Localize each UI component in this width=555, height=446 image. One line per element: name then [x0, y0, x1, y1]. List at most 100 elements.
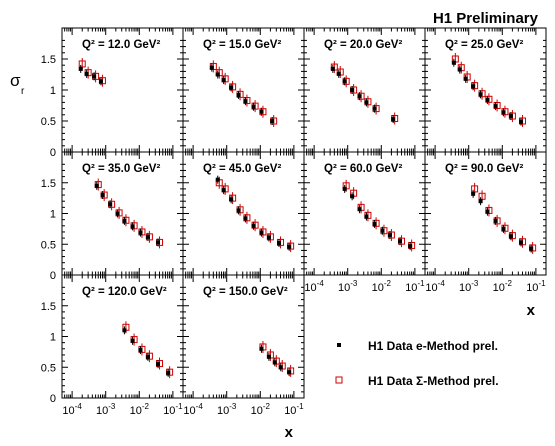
q2-label: Q² = 12.0 GeV²	[82, 39, 160, 51]
panel: 0 0.5 1 1.5 Q² = 35.0 GeV²	[41, 151, 184, 282]
x-tick-label: 10-1	[284, 402, 304, 417]
e-method-point	[138, 230, 143, 235]
e-method-point	[330, 66, 335, 71]
e-method-point	[350, 194, 355, 199]
x-tick-label: 10-2	[493, 279, 513, 294]
e-method-point	[372, 106, 377, 111]
e-method-point	[519, 119, 524, 124]
x-tick-label: 10-3	[217, 402, 237, 417]
e-method-point	[277, 241, 282, 246]
y-axis-label-sub: r	[21, 86, 25, 97]
e-method-point	[357, 94, 362, 99]
e-method-point	[243, 216, 248, 221]
y-tick-label: 0.5	[41, 239, 56, 251]
y-tick-label: 0.5	[41, 362, 56, 374]
y-tick-label: 0	[50, 270, 56, 282]
q2-label: Q² = 120.0 GeV²	[82, 286, 167, 298]
e-method-point	[266, 354, 271, 359]
e-method-point	[387, 233, 392, 238]
x-tick-exponent: -4	[438, 279, 446, 288]
e-method-point	[501, 110, 506, 115]
panels-grid: 0 0.5 1 1.5 Q² = 12.0 GeV² Q² = 15.0 GeV² Q² =…	[41, 27, 547, 417]
q2-label: Q² = 60.0 GeV²	[324, 163, 402, 175]
x-tick-label: 10-2	[130, 402, 150, 417]
e-method-point	[145, 354, 150, 359]
e-method-point	[98, 79, 103, 84]
x-tick-label: 10-4	[425, 279, 445, 294]
e-method-point	[336, 71, 341, 76]
e-method-point	[342, 186, 347, 191]
e-method-point	[478, 199, 483, 204]
x-axis-label-bottom: x	[285, 424, 294, 441]
x-tick-label: 10-2	[251, 402, 271, 417]
e-method-point	[519, 240, 524, 245]
e-method-point	[122, 218, 127, 223]
y-tick-label: 1.5	[41, 301, 56, 313]
e-method-point	[130, 338, 135, 343]
panel: 10-4 10-3 10-2 10-1 Q² = 90.0 GeV²	[424, 151, 547, 294]
e-method-point	[84, 71, 89, 76]
legend-label-e-method: H1 Data e-Method prel.	[368, 339, 498, 353]
x-tick-exponent: -4	[75, 402, 83, 411]
q2-label: Q² = 15.0 GeV²	[203, 39, 281, 51]
x-tick-label: 10-3	[459, 279, 479, 294]
q2-label: Q² = 45.0 GeV²	[203, 163, 281, 175]
e-method-point	[229, 197, 234, 202]
e-method-point	[463, 76, 468, 81]
x-tick-label: 10-4	[304, 279, 324, 294]
y-tick-label: 1	[50, 209, 56, 221]
e-method-point	[259, 230, 264, 235]
e-method-point	[166, 370, 171, 375]
y-tick-label: 1	[50, 85, 56, 97]
y-tick-label: 0	[50, 393, 56, 405]
e-method-point	[259, 346, 264, 351]
e-method-point	[272, 360, 277, 365]
x-tick-label: 10-1	[526, 279, 546, 294]
e-method-point	[471, 84, 476, 89]
e-method-point	[493, 218, 498, 223]
legend-marker-e-method	[337, 343, 341, 347]
e-method-point	[209, 65, 214, 70]
x-tick-label: 10-4	[183, 402, 203, 417]
q2-label: Q² = 90.0 GeV²	[445, 163, 523, 175]
e-method-point	[156, 240, 161, 245]
e-method-point	[236, 92, 241, 97]
x-tick-exponent: -1	[175, 402, 183, 411]
e-method-point	[493, 104, 498, 109]
panel: 0 0.5 1 1.5 Q² = 12.0 GeV²	[41, 27, 184, 159]
q2-label: Q² = 25.0 GeV²	[445, 39, 523, 51]
e-method-point	[508, 234, 513, 239]
x-tick-exponent: -3	[350, 279, 358, 288]
e-method-point	[94, 183, 99, 188]
x-tick-exponent: -3	[108, 402, 116, 411]
e-method-point	[236, 208, 241, 213]
x-tick-exponent: -2	[384, 279, 392, 288]
e-method-point	[251, 223, 256, 228]
q2-label: Q² = 35.0 GeV²	[82, 163, 160, 175]
panel: 10-4 10-3 10-2 10-1 Q² = 150.0 GeV²	[182, 274, 305, 417]
chart-title: H1 Preliminary	[433, 10, 539, 27]
panel: 10-4 10-3 10-2 10-1 Q² = 60.0 GeV²	[303, 151, 426, 294]
x-tick-exponent: -4	[196, 402, 204, 411]
x-tick-exponent: -2	[263, 402, 271, 411]
e-method-point	[350, 88, 355, 92]
e-method-point	[478, 92, 483, 97]
e-method-point	[471, 191, 476, 196]
e-method-point	[138, 348, 143, 353]
x-tick-exponent: -3	[229, 402, 237, 411]
e-method-point	[364, 214, 369, 219]
panel: Q² = 15.0 GeV²	[182, 27, 305, 153]
x-tick-exponent: -2	[505, 279, 513, 288]
e-method-point	[398, 239, 403, 244]
e-method-point	[100, 193, 105, 198]
e-method-point	[287, 370, 292, 375]
legend: H1 Data e-Method prel. H1 Data Σ-Method …	[335, 339, 499, 388]
q2-label: Q² = 20.0 GeV²	[324, 39, 402, 51]
e-method-point	[259, 109, 264, 114]
e-method-point	[215, 177, 220, 182]
e-method-point	[278, 365, 283, 370]
x-tick-exponent: -4	[317, 279, 325, 288]
e-method-point	[78, 66, 83, 71]
e-method-point	[130, 224, 135, 229]
